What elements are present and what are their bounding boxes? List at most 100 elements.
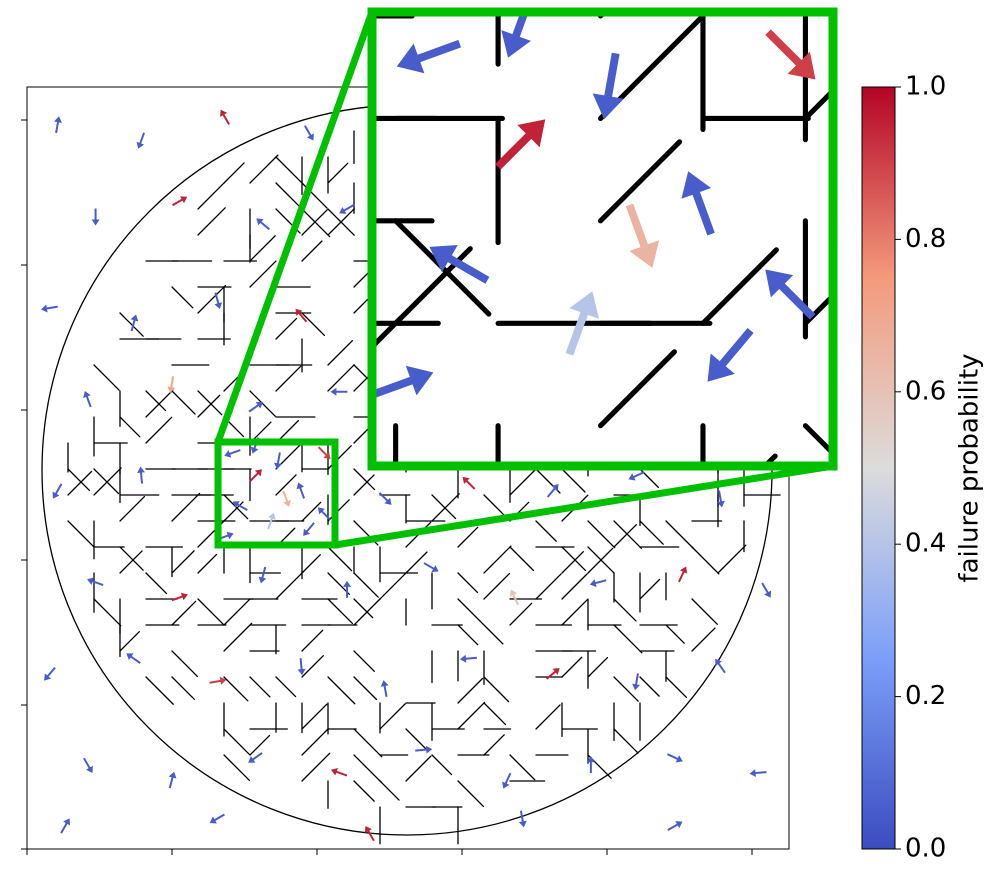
maze-wall <box>93 467 122 496</box>
arrow <box>378 492 392 505</box>
maze-wall <box>171 600 197 626</box>
maze-wall <box>249 390 276 417</box>
maze-wall <box>509 468 537 496</box>
maze-wall <box>67 520 95 548</box>
arrow <box>168 771 177 789</box>
maze-wall <box>613 598 637 622</box>
maze-wall <box>535 704 561 730</box>
arrow <box>296 482 305 499</box>
arrow <box>54 116 62 134</box>
maze-wall <box>327 598 354 625</box>
maze-wall <box>93 598 122 627</box>
maze-wall <box>275 365 302 392</box>
arrow <box>330 387 348 396</box>
maze-wall <box>353 598 374 619</box>
arrow <box>91 208 100 226</box>
maze-wall <box>353 650 375 672</box>
maze-wall <box>301 655 324 678</box>
maze-wall <box>613 676 639 702</box>
maze-wall <box>509 546 535 572</box>
maze-wall <box>197 207 226 236</box>
maze-wall <box>587 547 614 574</box>
maze-wall <box>665 676 688 699</box>
arrow <box>232 501 248 511</box>
zoom-connector <box>214 10 376 444</box>
arrow <box>339 204 355 214</box>
arrow <box>628 471 645 481</box>
arrow <box>249 469 262 482</box>
maze-wall <box>249 260 277 288</box>
arrow <box>546 483 559 498</box>
arrow <box>52 483 63 499</box>
maze-wall <box>561 546 587 572</box>
maze-wall <box>223 728 250 755</box>
colorbar-tick-label: 0.6 <box>905 376 946 406</box>
maze-wall <box>613 624 643 654</box>
maze-wall <box>457 677 484 704</box>
arrow <box>297 658 306 676</box>
maze-wall <box>405 755 432 782</box>
maze-wall <box>171 550 195 574</box>
maze-wall <box>483 734 505 756</box>
arrow <box>224 449 241 458</box>
maze-wall <box>353 780 375 802</box>
maze-wall <box>379 780 400 801</box>
colorbar-tick-label: 0.0 <box>905 834 946 864</box>
maze-wall <box>483 624 504 645</box>
colorbar-tick-label: 0.4 <box>905 529 946 559</box>
colorbar-tick-label: 1.0 <box>905 72 946 102</box>
maze-wall <box>665 624 685 644</box>
maze-wall <box>145 676 174 705</box>
arrow <box>40 304 58 313</box>
maze-wall <box>301 501 322 522</box>
arrow <box>248 401 263 413</box>
maze-wall <box>405 728 428 751</box>
maze-wall <box>171 286 194 309</box>
maze-wall <box>301 312 326 337</box>
maze-wall <box>639 578 661 600</box>
maze-wall <box>353 728 383 758</box>
maze-wall <box>327 208 355 236</box>
arrow <box>130 314 139 332</box>
maze-wall <box>353 572 379 598</box>
maze-wall <box>67 470 93 496</box>
maze-wall <box>119 416 141 438</box>
maze-wall <box>301 240 323 262</box>
maze-wall <box>483 494 505 516</box>
maze-wall <box>275 676 297 698</box>
inset-frame <box>367 7 838 471</box>
arrow <box>171 196 188 207</box>
arrow <box>715 658 726 674</box>
maze-wall <box>353 754 383 784</box>
maze-wall <box>561 656 583 678</box>
colorbar-label: failure probability <box>955 353 985 582</box>
arrow <box>248 752 263 763</box>
maze-wall <box>561 551 584 574</box>
maze-wall <box>535 520 557 542</box>
maze-wall <box>327 676 356 705</box>
arrow <box>632 673 641 691</box>
maze-wall <box>717 544 747 574</box>
arrow <box>667 753 683 763</box>
maze-wall <box>301 208 331 238</box>
maze-wall <box>119 631 140 652</box>
arrow <box>295 308 308 323</box>
arrow <box>509 589 519 606</box>
arrow <box>317 446 331 460</box>
arrow <box>749 769 767 778</box>
maze-wall <box>613 524 637 548</box>
maze-wall <box>301 703 328 730</box>
maze-wall <box>561 573 588 600</box>
maze-wall <box>431 493 460 522</box>
maze-wall <box>223 754 250 781</box>
arrow <box>171 592 188 602</box>
arrow <box>220 109 230 125</box>
maze-wall <box>613 520 642 549</box>
maze-wall <box>509 602 533 626</box>
maze-wall <box>457 598 484 625</box>
maze-wall <box>483 702 507 726</box>
maze-wall <box>275 156 305 186</box>
maze-wall <box>457 780 485 808</box>
maze-wall <box>301 728 329 756</box>
maze-wall <box>223 598 251 626</box>
